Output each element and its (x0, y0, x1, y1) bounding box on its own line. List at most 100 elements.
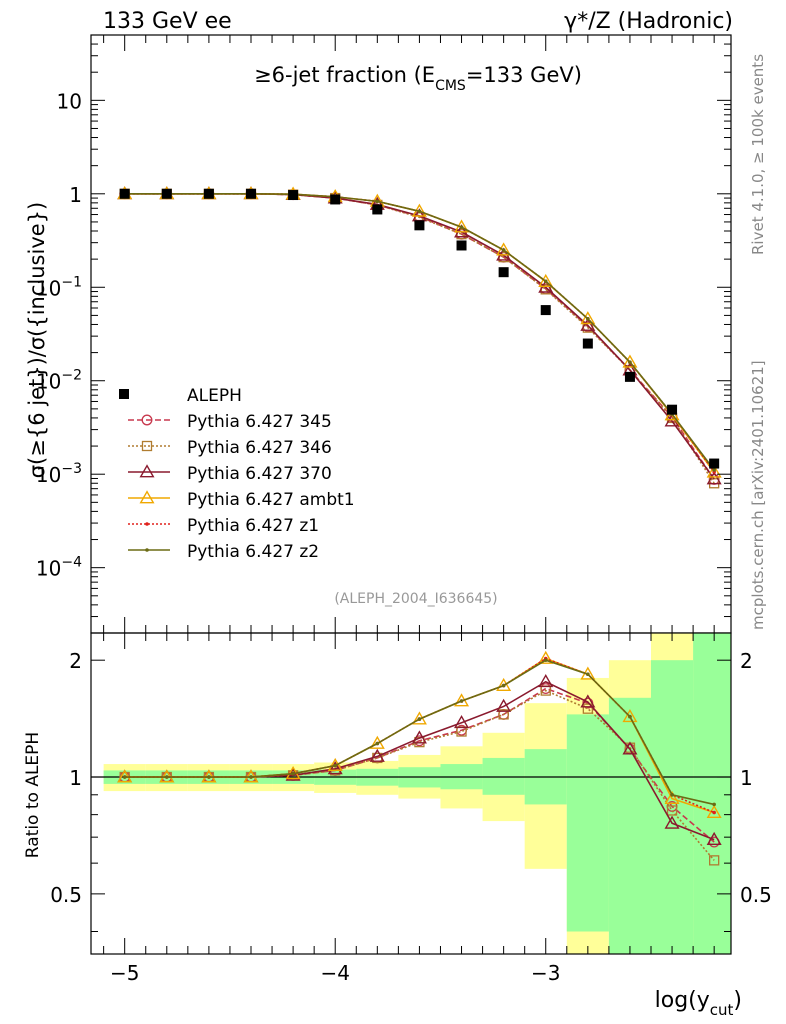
aleph-data-points (119, 188, 720, 469)
y-tick-label: 10−4 (36, 555, 82, 581)
y-tick-label: 1 (69, 183, 82, 207)
series-point (538, 273, 554, 288)
legend-aleph-label: ALEPH (187, 386, 242, 406)
series-line (124, 192, 715, 480)
series-point (375, 199, 380, 204)
series-point (543, 279, 548, 284)
legend-label: Pythia 6.427 ambt1 (187, 490, 355, 510)
series-point (586, 316, 590, 321)
series-point (622, 354, 638, 368)
legend-label: Pythia 6.427 z2 (187, 542, 319, 562)
analysis-watermark: (ALEPH_2004_I636645) (334, 591, 497, 607)
ratio-series-point (496, 698, 512, 712)
legend-marker (145, 548, 149, 552)
ratio-plot-data-layer (91, 633, 731, 954)
series-point (580, 311, 596, 325)
ratio-series-point (706, 831, 722, 846)
main-plot-title: ≥6-jet fraction (ECMS=133 GeV) (254, 63, 582, 94)
data-point (414, 220, 425, 231)
ratio-series-point (411, 730, 427, 744)
ratio-series-point (333, 763, 338, 768)
y-tick-label: 10−1 (36, 274, 82, 300)
main-plot-panel: 10 1 10−1 10−2 10−3 10−4 ≥6-jet fraction (ECM… (25, 34, 732, 634)
ratio-series-point (670, 792, 674, 797)
ratio-series-point (496, 677, 512, 692)
series-point (496, 242, 512, 256)
ratio-series-point (207, 775, 211, 779)
ratio-series-point (417, 717, 422, 721)
ratio-series-point (327, 761, 343, 775)
ratio-series-point (666, 805, 678, 816)
data-point (203, 188, 214, 199)
series-line (124, 192, 715, 480)
ratio-series-point (122, 775, 127, 779)
ratio-series-line (124, 689, 715, 861)
ratio-series-point (543, 658, 548, 662)
ratio-series-point (664, 815, 680, 829)
legend-label: Pythia 6.427 370 (187, 464, 332, 484)
data-point (161, 188, 172, 199)
ratio-y-tick-label: 0.5 (50, 883, 82, 907)
data-point (498, 267, 509, 278)
series-point (501, 248, 506, 252)
ratio-series-point (369, 748, 385, 762)
main-y-axis-label: σ(≥{6 jet})/σ({inclusive}) (25, 202, 49, 479)
y-tick-label: 10 (57, 89, 82, 113)
ratio-series-point (712, 810, 716, 815)
ratio-series-point (622, 709, 638, 723)
series-point (580, 317, 596, 331)
series-point (417, 209, 422, 214)
x-axis-label: log(ycut) (655, 988, 742, 1019)
x-tick-label: −5 (110, 961, 139, 985)
ratio-series-point (580, 694, 596, 708)
legend-marker (141, 414, 153, 426)
series-point (706, 471, 722, 485)
data-point (624, 371, 635, 382)
ratio-series-point (291, 771, 295, 776)
rivet-version-label: Rivet 4.1.0, ≥ 100k events (749, 54, 767, 255)
uncertainty-band-inner (482, 757, 525, 795)
legend-label: Pythia 6.427 346 (187, 438, 332, 458)
legend-label: Pythia 6.427 345 (187, 412, 332, 432)
header-left-label: 133 GeV ee (103, 9, 232, 34)
ratio-series-point (709, 855, 720, 866)
data-point (119, 188, 130, 199)
legend: ALEPH Pythia 6.427 345 Pythia 6.427 346 Pyt… (119, 386, 355, 562)
ratio-series-point (622, 741, 638, 755)
data-point (582, 338, 593, 349)
series-ambt1 (117, 186, 722, 478)
main-plot-data-layer (117, 186, 722, 489)
series-point (459, 225, 464, 229)
ratio-series-point (498, 709, 509, 720)
ratio-series-point (459, 699, 464, 703)
legend-aleph-marker (119, 389, 129, 399)
legend-marker (145, 522, 149, 526)
ratio-series-point (586, 672, 590, 677)
ratio-series-point (538, 650, 554, 664)
ratio-y-tick-label-right: 1 (740, 766, 753, 790)
ratio-series-point (454, 715, 470, 729)
ratio-series-point (712, 802, 716, 807)
y-tick-label: 10−2 (36, 368, 82, 394)
legend-marker (139, 490, 155, 504)
data-point (709, 458, 720, 469)
uncertainty-band-inner (566, 714, 609, 932)
x-tick-label: −3 (531, 961, 560, 985)
legend-marker (139, 464, 155, 478)
header-right-label: γ*/Z (Hadronic) (564, 9, 733, 34)
ratio-plot-panel: 2 2 1 1 0.5 0.5 −5 −4 −3 Ratio to ALEPH log(ycut… (23, 632, 772, 1019)
series-point (712, 468, 716, 472)
ratio-series-point (582, 703, 593, 714)
ratio-y-tick-label: 1 (69, 766, 82, 790)
series-point (628, 360, 632, 364)
ratio-series-point (164, 775, 169, 779)
x-tick-label: −4 (320, 961, 349, 985)
y-tick-label: 10−3 (36, 461, 82, 487)
mcplots-citation-label: mcplots.cern.ch [arXiv:2401.10621] (749, 360, 767, 630)
legend-marker (141, 440, 153, 452)
data-point (540, 305, 551, 316)
data-point (667, 404, 678, 415)
ratio-series-z2 (122, 658, 716, 807)
uncertainty-band-inner (608, 697, 651, 954)
